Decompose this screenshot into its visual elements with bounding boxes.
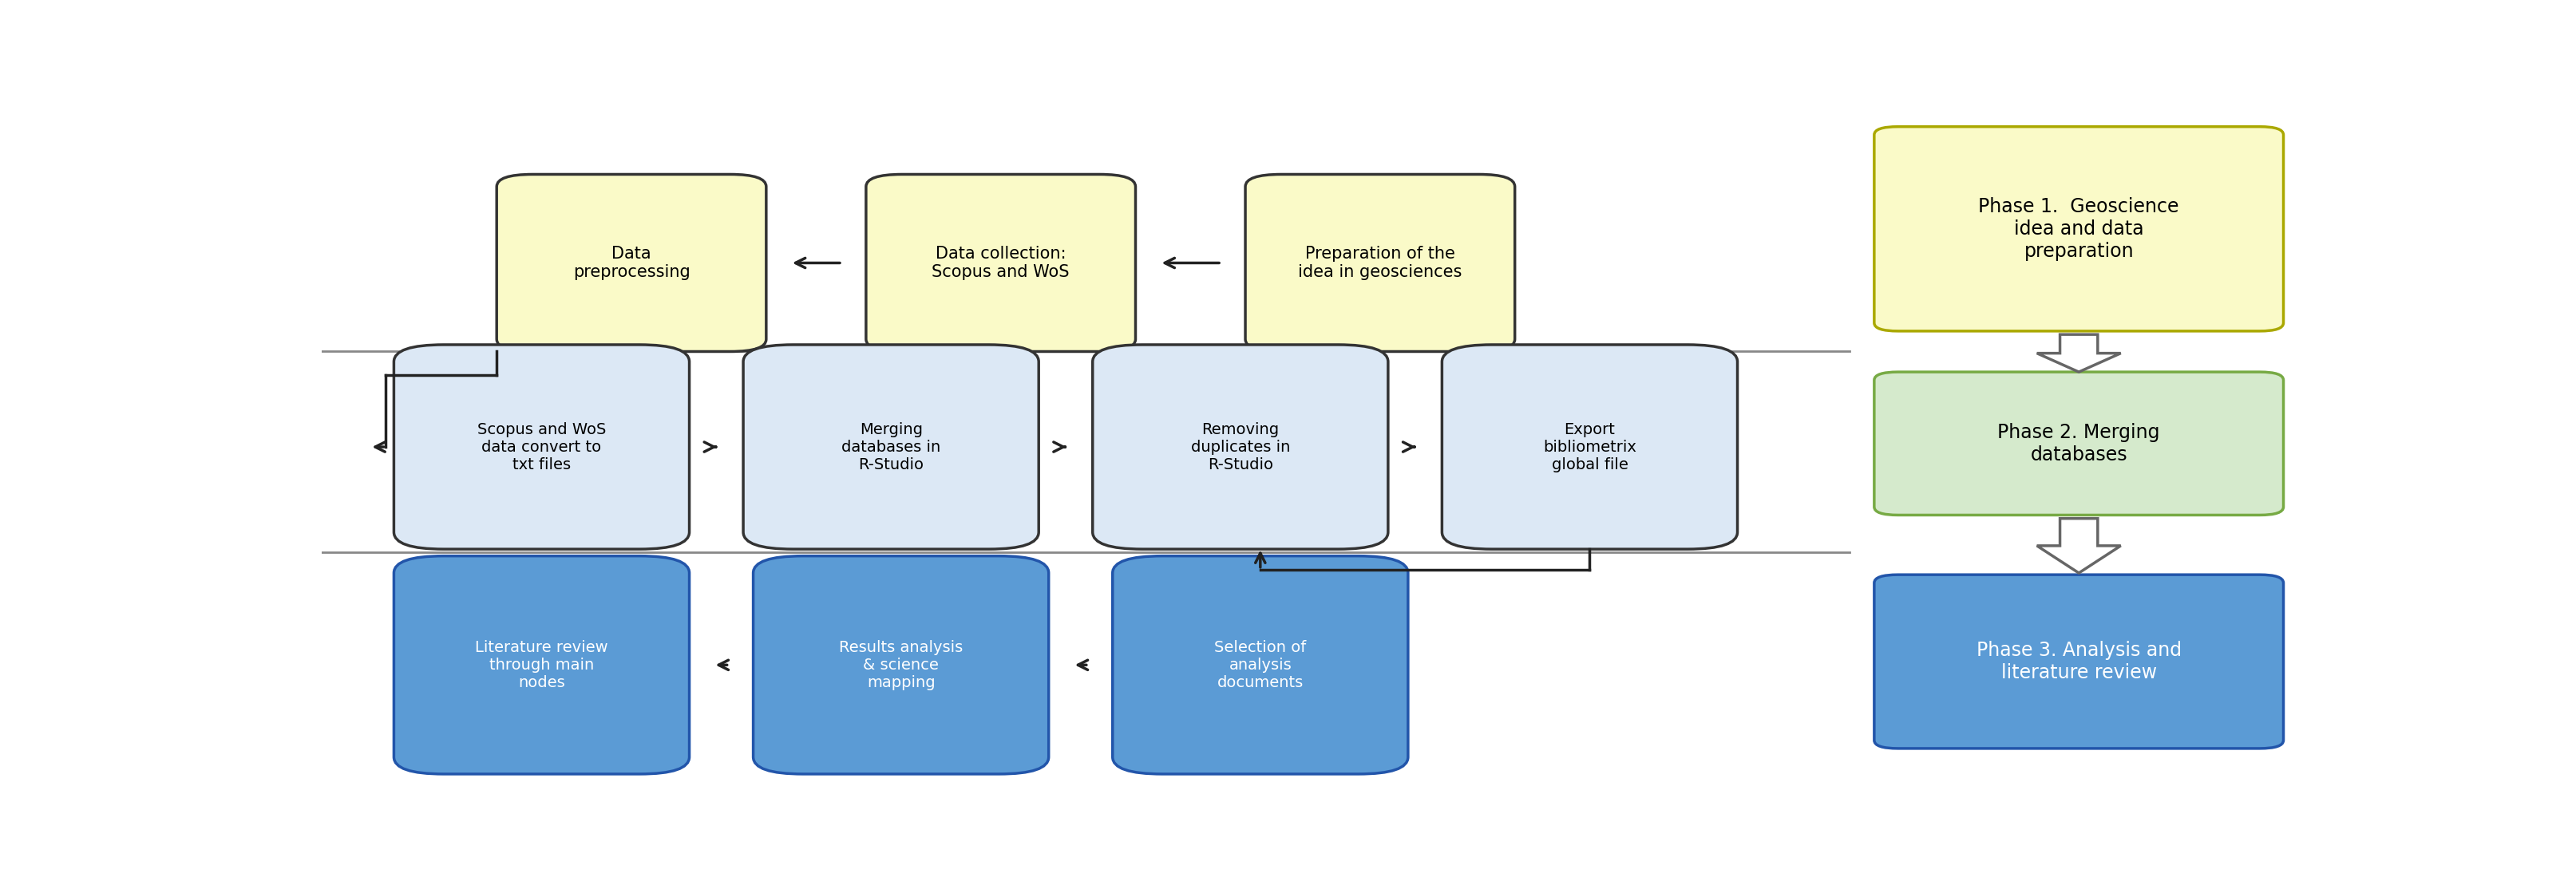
Text: Literature review
through main
nodes: Literature review through main nodes (474, 640, 608, 690)
Text: Phase 1.  Geoscience
idea and data
preparation: Phase 1. Geoscience idea and data prepar… (1978, 197, 2179, 260)
Text: Phase 2. Merging
databases: Phase 2. Merging databases (1996, 423, 2161, 465)
Text: Export
bibliometrix
global file: Export bibliometrix global file (1543, 422, 1636, 472)
FancyBboxPatch shape (866, 174, 1136, 351)
FancyBboxPatch shape (394, 345, 690, 549)
FancyBboxPatch shape (1244, 174, 1515, 351)
Text: Scopus and WoS
data convert to
txt files: Scopus and WoS data convert to txt files (477, 422, 605, 472)
Text: Merging
databases in
R-Studio: Merging databases in R-Studio (842, 422, 940, 472)
FancyBboxPatch shape (1875, 574, 2282, 749)
Text: Phase 3. Analysis and
literature review: Phase 3. Analysis and literature review (1976, 641, 2182, 682)
Text: Selection of
analysis
documents: Selection of analysis documents (1213, 640, 1306, 690)
Text: Results analysis
& science
mapping: Results analysis & science mapping (840, 640, 963, 690)
FancyBboxPatch shape (1443, 345, 1736, 549)
FancyBboxPatch shape (1092, 345, 1388, 549)
Polygon shape (2038, 335, 2120, 372)
FancyBboxPatch shape (1875, 127, 2282, 331)
FancyBboxPatch shape (1875, 372, 2282, 515)
FancyBboxPatch shape (744, 345, 1038, 549)
Text: Preparation of the
idea in geosciences: Preparation of the idea in geosciences (1298, 246, 1463, 281)
Text: Data
preprocessing: Data preprocessing (572, 246, 690, 281)
FancyBboxPatch shape (497, 174, 765, 351)
FancyBboxPatch shape (752, 556, 1048, 774)
FancyBboxPatch shape (394, 556, 690, 774)
Text: Data collection:
Scopus and WoS: Data collection: Scopus and WoS (933, 246, 1069, 281)
Text: Removing
duplicates in
R-Studio: Removing duplicates in R-Studio (1190, 422, 1291, 472)
Polygon shape (2038, 519, 2120, 573)
FancyBboxPatch shape (1113, 556, 1409, 774)
